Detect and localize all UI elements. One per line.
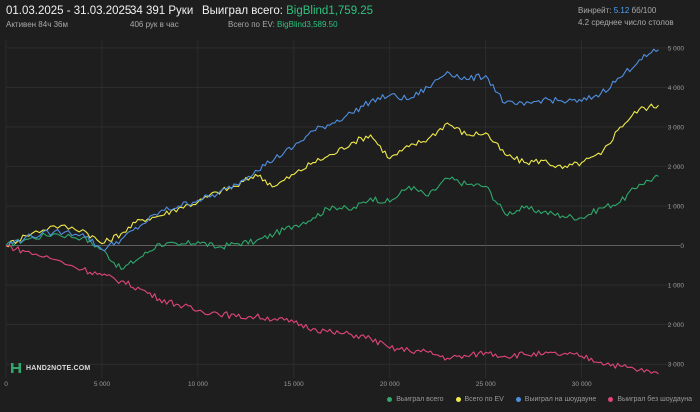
y-tick-label: 2 000	[668, 322, 685, 329]
y-tick-label: 2 000	[668, 164, 685, 171]
series-line	[5, 48, 659, 252]
winrate-value: 5.12	[613, 6, 630, 15]
series-line	[5, 103, 659, 248]
legend-item[interactable]: Выиграл всего	[387, 396, 444, 403]
graph-chart[interactable]: 5 000 4 000 3 000 2 000 1 000 0 1 000 2 000 3 00…	[0, 36, 700, 396]
legend-label: Выиграл без шоудауна	[617, 396, 692, 403]
winrate-block: Винрейт: 5.12 бб/100 4.2 среднее число с…	[578, 6, 674, 27]
series-lines	[5, 48, 659, 375]
hands-count: 34 391 Руки	[130, 5, 194, 17]
x-tick-label: 0	[4, 381, 8, 388]
winrate-label: Винрейт:	[578, 6, 612, 15]
legend-dot-icon	[608, 397, 614, 402]
y-tick-label: 1 000	[668, 283, 685, 290]
grid	[5, 40, 680, 378]
legend-label: Всего по EV	[464, 396, 504, 403]
won-total: Выиграл всего: BigBlind1,759.25	[202, 5, 373, 17]
x-tick-label: 5 000	[94, 381, 111, 388]
date-range[interactable]: 01.03.2025 - 31.03.2025	[6, 5, 132, 17]
brand-logo: HAND2NOTE.COM	[10, 362, 90, 374]
stats-header: 01.03.2025 - 31.03.2025 Активен 84ч 36м …	[0, 0, 700, 36]
x-tick-label: 30 000	[572, 381, 592, 388]
brand-name: HAND2NOTE.COM	[26, 364, 91, 372]
legend-dot-icon	[515, 397, 521, 402]
series-line	[5, 174, 659, 270]
x-tick-label: 20 000	[380, 381, 400, 388]
y-tick-label: 0	[680, 243, 684, 250]
hands-block: 34 391 Руки 406 рук в час	[130, 5, 193, 29]
x-tick-label: 10 000	[188, 381, 208, 388]
hand2note-logo-icon	[11, 363, 21, 373]
legend-item[interactable]: Всего по EV	[455, 396, 504, 403]
legend-item[interactable]: Выиграл без шоудауна	[608, 396, 692, 403]
legend-label: Выиграл на шоудауне	[524, 396, 597, 403]
axis-labels: 5 000 4 000 3 000 2 000 1 000 0 1 000 2 000 3 00…	[4, 45, 684, 388]
ev-label: Всего по EV:	[228, 20, 275, 29]
winrate-unit: бб/100	[631, 6, 657, 15]
y-tick-label: 3 000	[668, 124, 685, 131]
hands-per-hour: 406 рук в час	[130, 20, 179, 29]
date-block: 01.03.2025 - 31.03.2025 Активен 84ч 36м	[6, 5, 131, 29]
legend-dot-icon	[387, 397, 393, 402]
y-tick-label: 3 000	[668, 362, 685, 369]
y-tick-label: 1 000	[668, 204, 685, 211]
y-tick-label: 5 000	[668, 45, 685, 52]
series-line	[5, 245, 659, 375]
avg-tables: 4.2 среднее число столов	[578, 18, 674, 27]
x-tick-label: 15 000	[284, 381, 304, 388]
legend-dot-icon	[455, 397, 461, 402]
ev-value: BigBlind3,589.50	[277, 20, 338, 29]
x-tick-label: 25 000	[476, 381, 496, 388]
legend-item[interactable]: Выиграл на шоудауне	[515, 396, 597, 403]
active-time: Активен 84ч 36м	[6, 20, 68, 29]
ev-total: Всего по EV: BigBlind3,589.50	[228, 20, 373, 29]
won-label: Выиграл всего:	[202, 5, 283, 17]
won-value: BigBlind1,759.25	[286, 5, 374, 17]
y-tick-label: 4 000	[668, 85, 685, 92]
winrate: Винрейт: 5.12 бб/100	[578, 6, 674, 15]
chart-legend: Выиграл всего Всего по EV Выиграл на шоуда…	[375, 396, 692, 404]
legend-label: Выиграл всего	[396, 396, 444, 403]
results-block: Выиграл всего: BigBlind1,759.25 Всего по…	[202, 5, 373, 29]
